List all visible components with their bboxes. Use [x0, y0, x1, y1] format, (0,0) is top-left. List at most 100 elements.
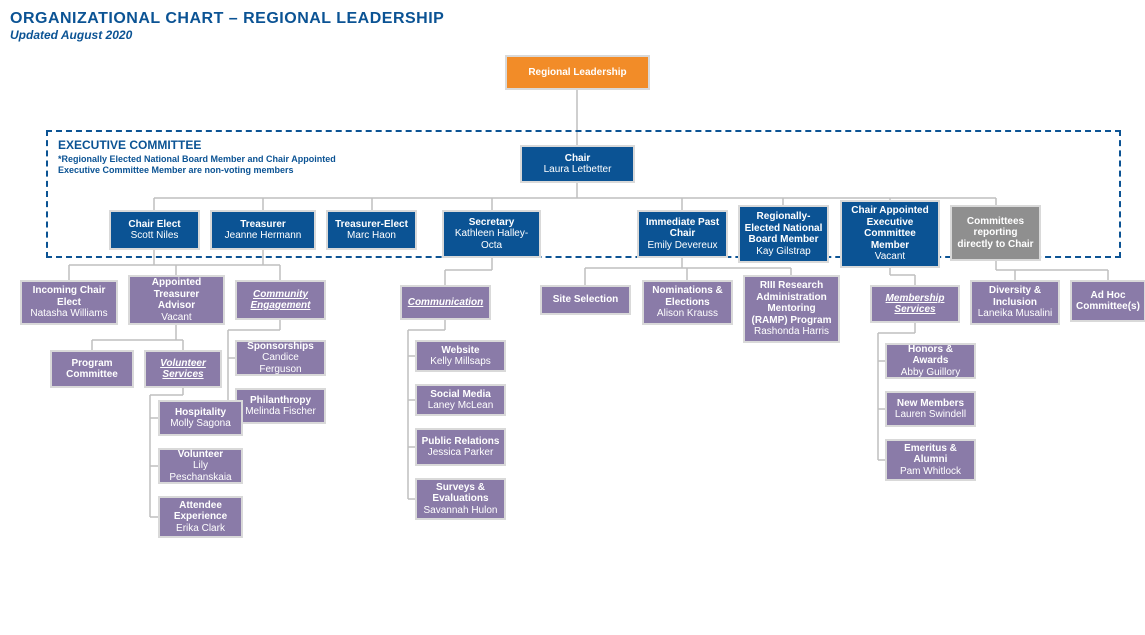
node-person: Kathleen Halley-Octa: [448, 228, 535, 251]
node-role: Immediate Past Chair: [643, 217, 722, 240]
page-subtitle: Updated August 2020: [10, 28, 1135, 42]
node-role: RIII Research Administration Mentoring (…: [749, 280, 834, 326]
node-role: Emeritus & Alumni: [891, 443, 970, 466]
node-role: Treasurer-Elect: [335, 219, 408, 231]
node-secretary: SecretaryKathleen Halley-Octa: [442, 210, 541, 258]
node-exec_member: Chair Appointed Executive Committee Memb…: [840, 200, 940, 268]
node-person: Vacant: [161, 312, 191, 324]
node-treasurer_elect: Treasurer-ElectMarc Haon: [326, 210, 417, 250]
node-role: Website: [441, 345, 479, 357]
node-person: Marc Haon: [347, 230, 396, 242]
node-person: Rashonda Harris: [754, 326, 829, 338]
node-role: Committees reporting directly to Chair: [956, 216, 1035, 251]
node-role: Regionally-Elected National Board Member: [744, 211, 823, 246]
node-new_memb: New MembersLauren Swindell: [885, 391, 976, 427]
node-role: Treasurer: [240, 219, 286, 231]
node-person: Kay Gilstrap: [756, 246, 810, 258]
node-role: Communication: [408, 297, 484, 309]
connector-layer: [10, 50, 1135, 630]
node-philanthropy: PhilanthropyMelinda Fischer: [235, 388, 326, 424]
node-nat_board: Regionally-Elected National Board Member…: [738, 205, 829, 263]
node-person: Melinda Fischer: [245, 406, 316, 418]
node-sponsor: SponsorshipsCandice Ferguson: [235, 340, 326, 376]
node-ramp: RIII Research Administration Mentoring (…: [743, 275, 840, 343]
node-comm_eng: Community Engagement: [235, 280, 326, 320]
node-role: Social Media: [430, 389, 491, 401]
executive-committee-label: EXECUTIVE COMMITTEE: [58, 138, 201, 152]
org-chart-area: EXECUTIVE COMMITTEE *Regionally Elected N…: [10, 50, 1135, 630]
node-role: Diversity & Inclusion: [976, 285, 1054, 308]
node-vol_serv: Volunteer Services: [144, 350, 222, 388]
node-hospitality: HospitalityMolly Sagona: [158, 400, 243, 436]
node-chair: ChairLaura Letbetter: [520, 145, 635, 183]
node-person: Jessica Parker: [428, 447, 494, 459]
node-role: Hospitality: [175, 407, 226, 419]
node-role: Attendee Experience: [164, 500, 237, 523]
node-person: Abby Guillory: [901, 367, 960, 379]
node-role: Surveys & Evaluations: [421, 482, 500, 505]
node-past_chair: Immediate Past ChairEmily Devereux: [637, 210, 728, 258]
node-person: Erika Clark: [176, 523, 225, 535]
node-role: Ad Hoc Committee(s): [1076, 290, 1140, 313]
node-role: Site Selection: [553, 294, 619, 306]
node-person: Natasha Williams: [30, 308, 107, 320]
node-nom_elec: Nominations & ElectionsAlison Krauss: [642, 280, 733, 325]
node-role: Sponsorships: [247, 341, 314, 353]
node-inc_chair_elect: Incoming Chair ElectNatasha Williams: [20, 280, 118, 325]
node-role: Membership Services: [876, 293, 954, 316]
node-person: Molly Sagona: [170, 418, 231, 430]
node-person: Jeanne Hermann: [225, 230, 302, 242]
node-role: New Members: [897, 398, 964, 410]
node-person: Scott Niles: [131, 230, 179, 242]
node-attendee: Attendee ExperienceErika Clark: [158, 496, 243, 538]
node-role: Regional Leadership: [528, 67, 626, 79]
node-person: Laneika Musalini: [978, 308, 1053, 320]
node-website: WebsiteKelly Millsaps: [415, 340, 506, 372]
page-title: ORGANIZATIONAL CHART – REGIONAL LEADERSH…: [10, 10, 1135, 28]
node-role: Chair Elect: [128, 219, 180, 231]
node-surveys: Surveys & EvaluationsSavannah Hulon: [415, 478, 506, 520]
node-treas_advisor: Appointed Treasurer AdvisorVacant: [128, 275, 225, 325]
node-role: Volunteer: [178, 449, 223, 461]
node-role: Public Relations: [422, 436, 500, 448]
node-person: Lily Peschanskaia: [164, 460, 237, 483]
node-honors: Honors & AwardsAbby Guillory: [885, 343, 976, 379]
node-person: Savannah Hulon: [424, 505, 498, 517]
node-emeritus: Emeritus & AlumniPam Whitlock: [885, 439, 976, 481]
node-role: Chair Appointed Executive Committee Memb…: [846, 205, 934, 251]
node-site_sel: Site Selection: [540, 285, 631, 315]
node-role: Nominations & Elections: [648, 285, 727, 308]
node-role: Philanthropy: [250, 395, 311, 407]
node-adhoc: Ad Hoc Committee(s): [1070, 280, 1145, 322]
node-committees_rpt: Committees reporting directly to Chair: [950, 205, 1041, 261]
node-person: Candice Ferguson: [241, 352, 320, 375]
node-memb_serv: Membership Services: [870, 285, 960, 323]
node-chair_elect: Chair ElectScott Niles: [109, 210, 200, 250]
node-person: Vacant: [875, 251, 905, 263]
node-person: Laney McLean: [428, 400, 494, 412]
node-prog_comm: Program Committee: [50, 350, 134, 388]
node-person: Alison Krauss: [657, 308, 718, 320]
node-role: Appointed Treasurer Advisor: [134, 277, 219, 312]
node-role: Volunteer Services: [150, 358, 216, 381]
node-role: Incoming Chair Elect: [26, 285, 112, 308]
node-volunteer: VolunteerLily Peschanskaia: [158, 448, 243, 484]
node-root: Regional Leadership: [505, 55, 650, 90]
node-role: Program Committee: [56, 358, 128, 381]
node-role: Chair: [565, 153, 591, 165]
node-pr: Public RelationsJessica Parker: [415, 428, 506, 466]
node-div_incl: Diversity & InclusionLaneika Musalini: [970, 280, 1060, 325]
header: ORGANIZATIONAL CHART – REGIONAL LEADERSH…: [10, 10, 1135, 42]
node-role: Honors & Awards: [891, 344, 970, 367]
node-person: Kelly Millsaps: [430, 356, 491, 368]
node-role: Secretary: [469, 217, 515, 229]
node-person: Lauren Swindell: [895, 409, 966, 421]
node-communication: Communication: [400, 285, 491, 320]
node-social: Social MediaLaney McLean: [415, 384, 506, 416]
node-treasurer: TreasurerJeanne Hermann: [210, 210, 316, 250]
executive-committee-note: *Regionally Elected National Board Membe…: [58, 154, 378, 176]
node-person: Pam Whitlock: [900, 466, 961, 478]
node-role: Community Engagement: [241, 289, 320, 312]
node-person: Laura Letbetter: [544, 164, 612, 176]
node-person: Emily Devereux: [647, 240, 717, 252]
